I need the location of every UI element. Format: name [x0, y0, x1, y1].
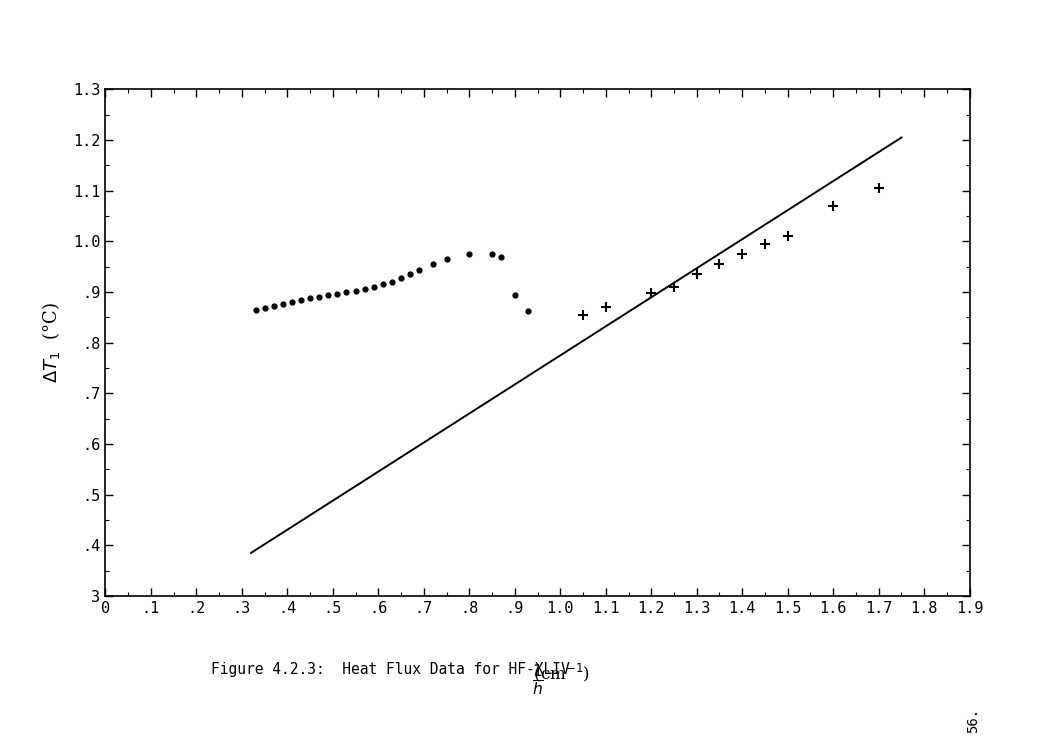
Point — [506, 288, 523, 300]
Point — [825, 200, 842, 212]
Point — [374, 279, 391, 291]
Point — [461, 248, 477, 260]
Point — [338, 286, 355, 298]
Point — [284, 297, 300, 308]
Point — [574, 309, 591, 321]
Text: 56.: 56. — [967, 708, 980, 733]
Point — [247, 304, 264, 316]
Point — [598, 301, 614, 313]
Point — [319, 289, 336, 301]
Point — [711, 259, 728, 270]
Point — [411, 264, 428, 276]
Point — [779, 230, 796, 242]
Point — [393, 272, 410, 284]
Point — [665, 281, 682, 293]
Point — [266, 300, 282, 312]
Point — [274, 298, 291, 310]
Point — [256, 302, 273, 314]
Point — [347, 285, 364, 297]
Point — [492, 250, 509, 262]
Y-axis label: $\Delta T_1$  (°C): $\Delta T_1$ (°C) — [40, 302, 62, 383]
Point — [311, 291, 328, 302]
Point — [520, 305, 536, 317]
Point — [438, 253, 455, 265]
Point — [301, 292, 318, 304]
Point — [293, 294, 310, 306]
Point — [734, 248, 750, 260]
Point — [366, 281, 383, 293]
Point — [329, 288, 346, 299]
Point — [757, 238, 774, 250]
Point — [425, 259, 442, 270]
Point — [871, 183, 887, 194]
Point — [688, 268, 705, 280]
Point — [402, 268, 418, 280]
Text: Figure 4.2.3:  Heat Flux Data for HF-XLIV: Figure 4.2.3: Heat Flux Data for HF-XLIV — [211, 662, 569, 677]
Point — [384, 276, 401, 288]
Point — [356, 283, 373, 295]
Point — [643, 287, 660, 299]
Text: $\frac{1}{h}$: $\frac{1}{h}$ — [531, 662, 544, 697]
Text: (cm$^{-1}$): (cm$^{-1}$) — [486, 662, 589, 684]
Point — [484, 248, 501, 260]
